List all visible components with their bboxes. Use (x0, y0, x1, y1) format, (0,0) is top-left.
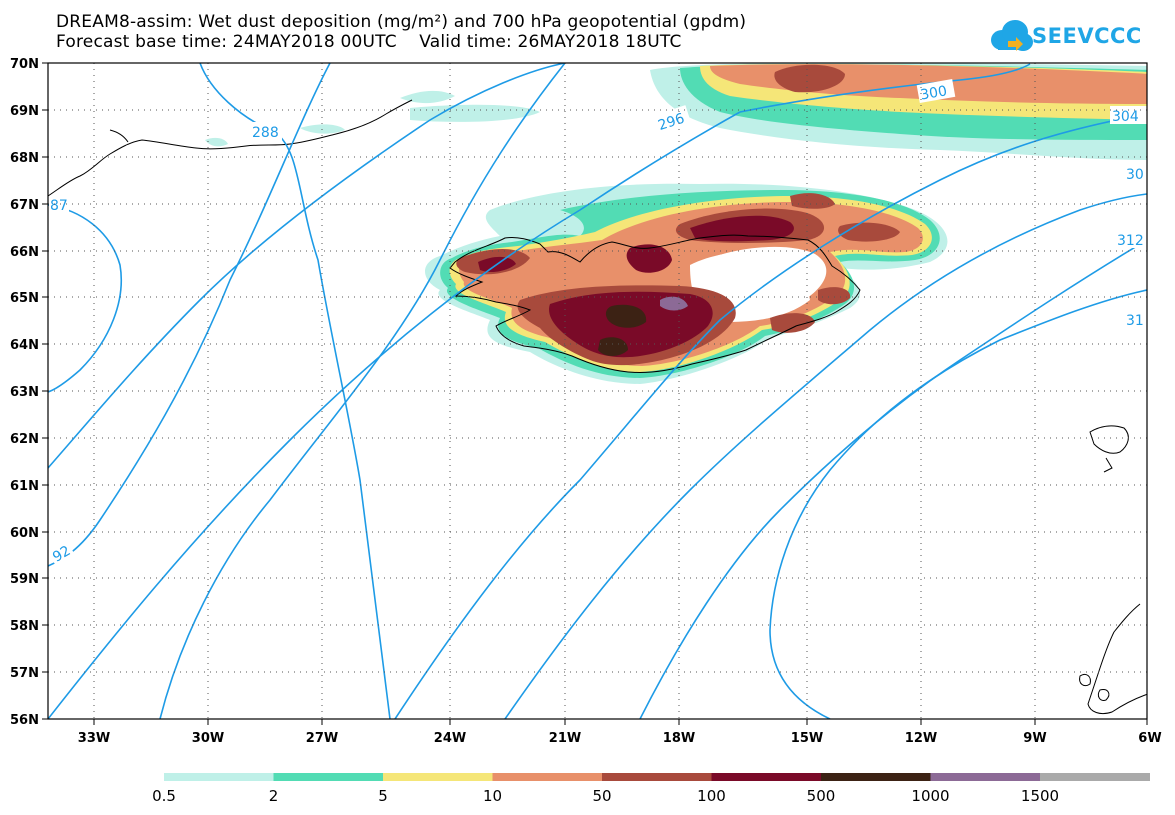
colorbar-label: 1500 (1021, 787, 1059, 805)
seevccc-logo: SEEVCCC (990, 16, 1142, 56)
lon-label: 9W (1023, 731, 1046, 746)
map-title-line1: DREAM8-assim: Wet dust deposition (mg/m²… (56, 12, 747, 32)
colorbar-swatch (711, 773, 822, 781)
lon-label: 21W (549, 731, 581, 746)
map-title-line2: Forecast base time: 24MAY2018 00UTC Vali… (56, 32, 682, 52)
logo-text: SEEVCCC (1032, 24, 1142, 48)
colorbar-swatch (492, 773, 603, 781)
colorbar-swatch (273, 773, 384, 781)
lat-label: 57N (10, 666, 39, 681)
lon-label: 6W (1138, 731, 1161, 746)
colorbar-swatch (164, 773, 274, 781)
colorbar-label: 1000 (911, 787, 949, 805)
colorbar-label: 5 (378, 787, 388, 805)
lat-label: 68N (10, 151, 39, 166)
lat-label: 63N (10, 385, 39, 400)
coastlines (48, 99, 1147, 715)
axis-ticks (42, 62, 1148, 725)
colorbar-label: 2 (269, 787, 279, 805)
longitude-labels: 33W 30W 27W 24W 21W 18W 15W 12W 9W 6W (78, 731, 1162, 746)
colorbar-swatch (930, 773, 1041, 781)
contour-label: 312 (1117, 233, 1144, 249)
lat-label: 64N (10, 338, 39, 353)
lon-label: 24W (434, 731, 466, 746)
lat-label: 67N (10, 198, 39, 213)
lat-label: 70N (10, 57, 39, 72)
colorbar-swatch (1040, 773, 1150, 781)
lon-label: 12W (905, 731, 937, 746)
contour-label: 296 (656, 111, 686, 135)
geopotential-contours (48, 63, 1147, 719)
lon-label: 30W (192, 731, 224, 746)
lon-label: 15W (791, 731, 823, 746)
lat-label: 56N (10, 713, 39, 728)
lon-label: 33W (78, 731, 110, 746)
contour-label: 87 (50, 198, 68, 214)
graticule (48, 63, 1147, 719)
lon-label: 18W (663, 731, 695, 746)
contour-label: 304 (1112, 109, 1139, 125)
colorbar-label: 0.5 (152, 787, 176, 805)
lon-label: 27W (306, 731, 338, 746)
colorbar-label: 100 (697, 787, 726, 805)
contour-label: 31 (1126, 313, 1144, 329)
lat-label: 65N (10, 291, 39, 306)
lat-label: 62N (10, 432, 39, 447)
colorbar-labels: 0.5 2 5 10 50 100 500 1000 1500 (152, 787, 1059, 805)
lat-label: 60N (10, 526, 39, 541)
colorbar-swatch (602, 773, 712, 781)
colorbar-swatch (383, 773, 493, 781)
colorbar-label: 10 (483, 787, 502, 805)
colorbar-swatch (821, 773, 931, 781)
colorbar (164, 773, 1150, 781)
contour-labels: 288 296 300 304 30 312 31 92 87 (46, 79, 1147, 566)
contour-label: 92 (50, 543, 73, 566)
lat-label: 61N (10, 479, 39, 494)
colorbar-label: 50 (592, 787, 611, 805)
lat-label: 59N (10, 572, 39, 587)
contour-label: 300 (919, 83, 948, 103)
lat-label: 66N (10, 245, 39, 260)
latitude-labels: 70N 69N 68N 67N 66N 65N 64N 63N 62N 61N … (10, 57, 39, 728)
contour-label: 288 (252, 125, 279, 141)
colorbar-label: 500 (807, 787, 836, 805)
cloud-icon (991, 20, 1033, 51)
contour-label: 30 (1126, 167, 1144, 183)
lat-label: 69N (10, 104, 39, 119)
lat-label: 58N (10, 619, 39, 634)
